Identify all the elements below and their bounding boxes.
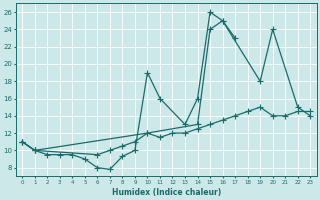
X-axis label: Humidex (Indice chaleur): Humidex (Indice chaleur) (112, 188, 221, 197)
